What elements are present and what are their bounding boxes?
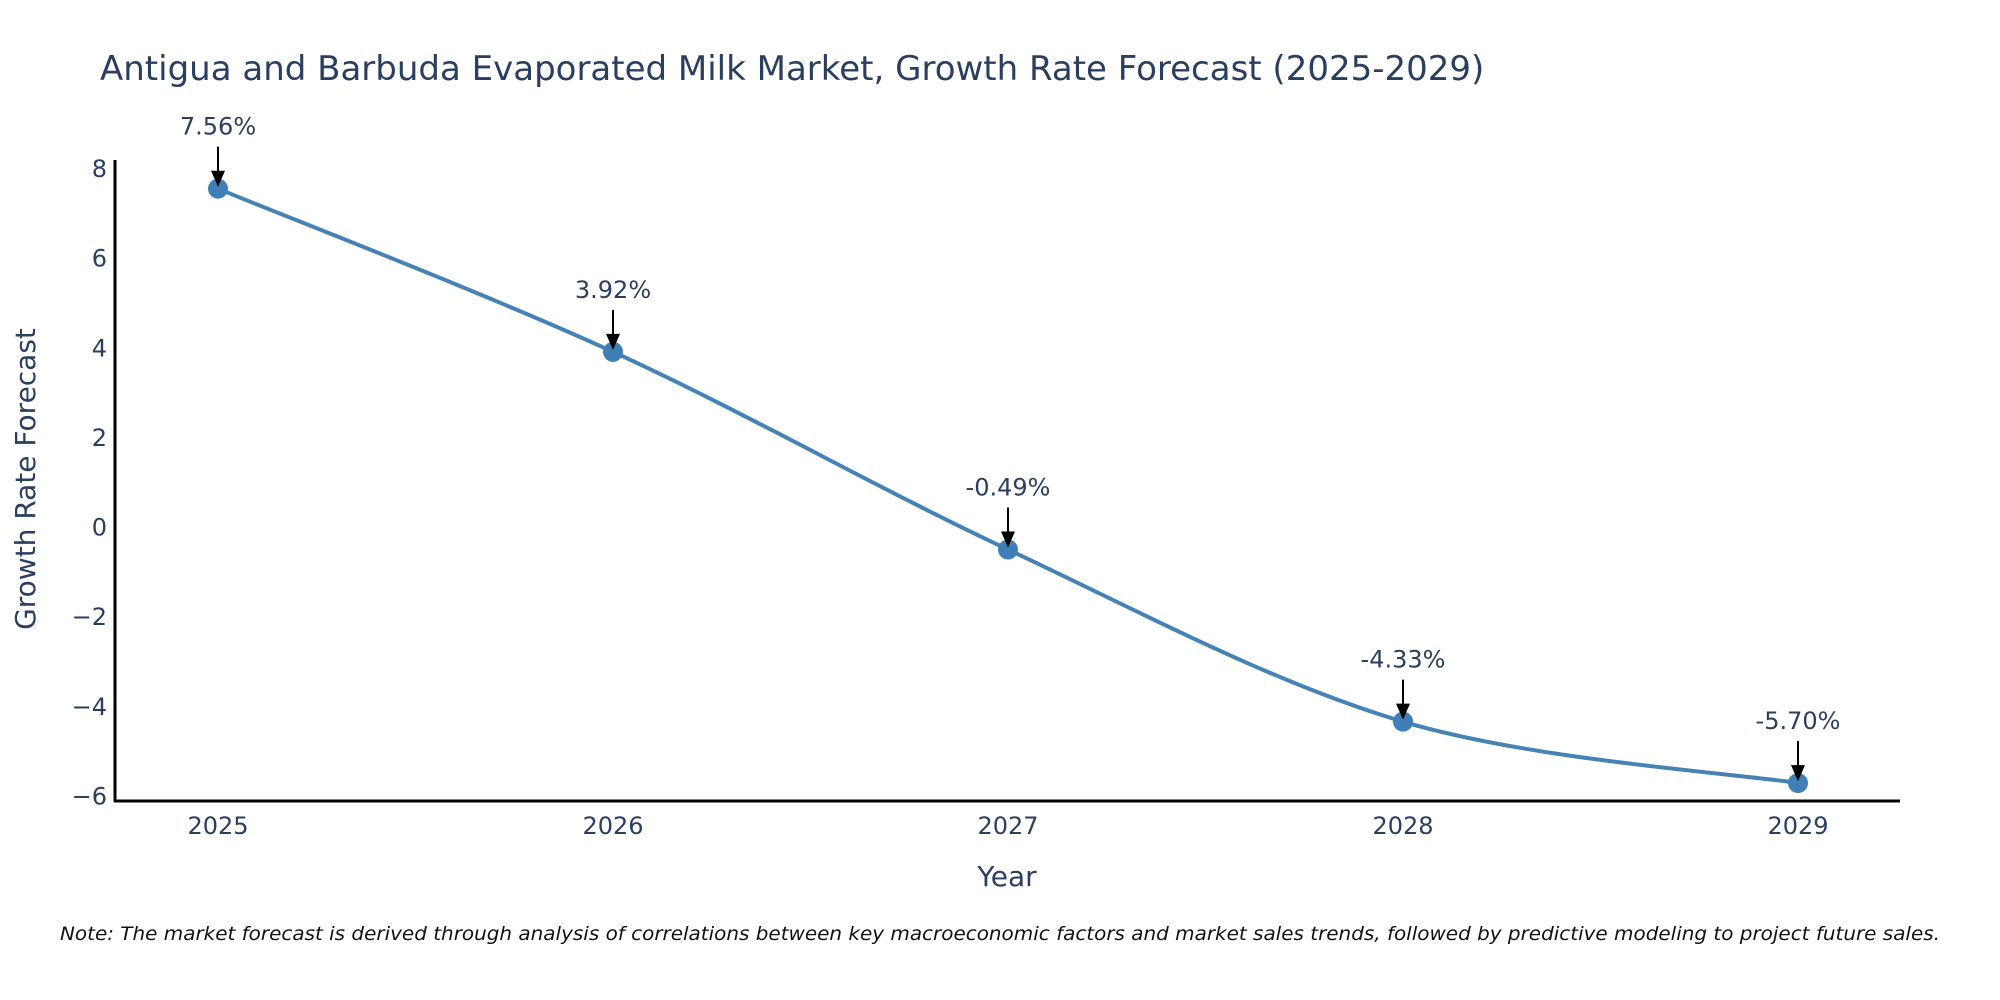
y-tick-label: 2 bbox=[92, 424, 107, 452]
x-tick-label: 2027 bbox=[977, 812, 1038, 840]
data-point bbox=[1393, 711, 1413, 732]
data-label: -0.49% bbox=[966, 474, 1051, 502]
y-axis-ticks: 8 6 4 2 0 −2 −4 −6 bbox=[72, 155, 107, 811]
chart-title: Antigua and Barbuda Evaporated Milk Mark… bbox=[100, 49, 1484, 89]
footnote: Note: The market forecast is derived thr… bbox=[60, 923, 1940, 945]
y-tick-label: 6 bbox=[92, 245, 107, 273]
data-point bbox=[603, 341, 623, 362]
x-tick-label: 2025 bbox=[187, 812, 248, 840]
y-tick-label: 4 bbox=[92, 334, 107, 362]
data-label: -4.33% bbox=[1361, 646, 1446, 674]
y-tick-label: −4 bbox=[72, 693, 107, 721]
annotation-arrowhead bbox=[1791, 765, 1805, 782]
x-tick-label: 2026 bbox=[582, 812, 643, 840]
data-markers bbox=[208, 178, 1808, 794]
annotation-arrowhead bbox=[606, 333, 620, 350]
data-label: -5.70% bbox=[1756, 707, 1841, 735]
y-tick-label: 0 bbox=[92, 514, 107, 542]
y-axis-title: Growth Rate Forecast bbox=[9, 328, 42, 630]
annotation-arrowhead bbox=[211, 170, 225, 187]
y-tick-label: −6 bbox=[72, 783, 107, 811]
data-label: 3.92% bbox=[575, 276, 651, 304]
data-label: 7.56% bbox=[180, 113, 256, 141]
y-tick-label: 8 bbox=[92, 155, 107, 183]
x-axis-title: Year bbox=[976, 860, 1037, 893]
x-axis-ticks: 2025 2026 2027 2028 2029 bbox=[187, 812, 1828, 840]
y-tick-label: −2 bbox=[72, 603, 107, 631]
x-tick-label: 2029 bbox=[1767, 812, 1828, 840]
annotation-arrowhead bbox=[1001, 531, 1015, 548]
data-point bbox=[998, 539, 1018, 560]
x-tick-label: 2028 bbox=[1372, 812, 1433, 840]
annotation-arrowhead bbox=[1396, 703, 1410, 720]
data-point bbox=[1788, 773, 1808, 794]
data-annotations: 7.56% 3.92% -0.49% -4.33% -5.70% bbox=[180, 113, 1841, 782]
data-point bbox=[208, 178, 228, 199]
